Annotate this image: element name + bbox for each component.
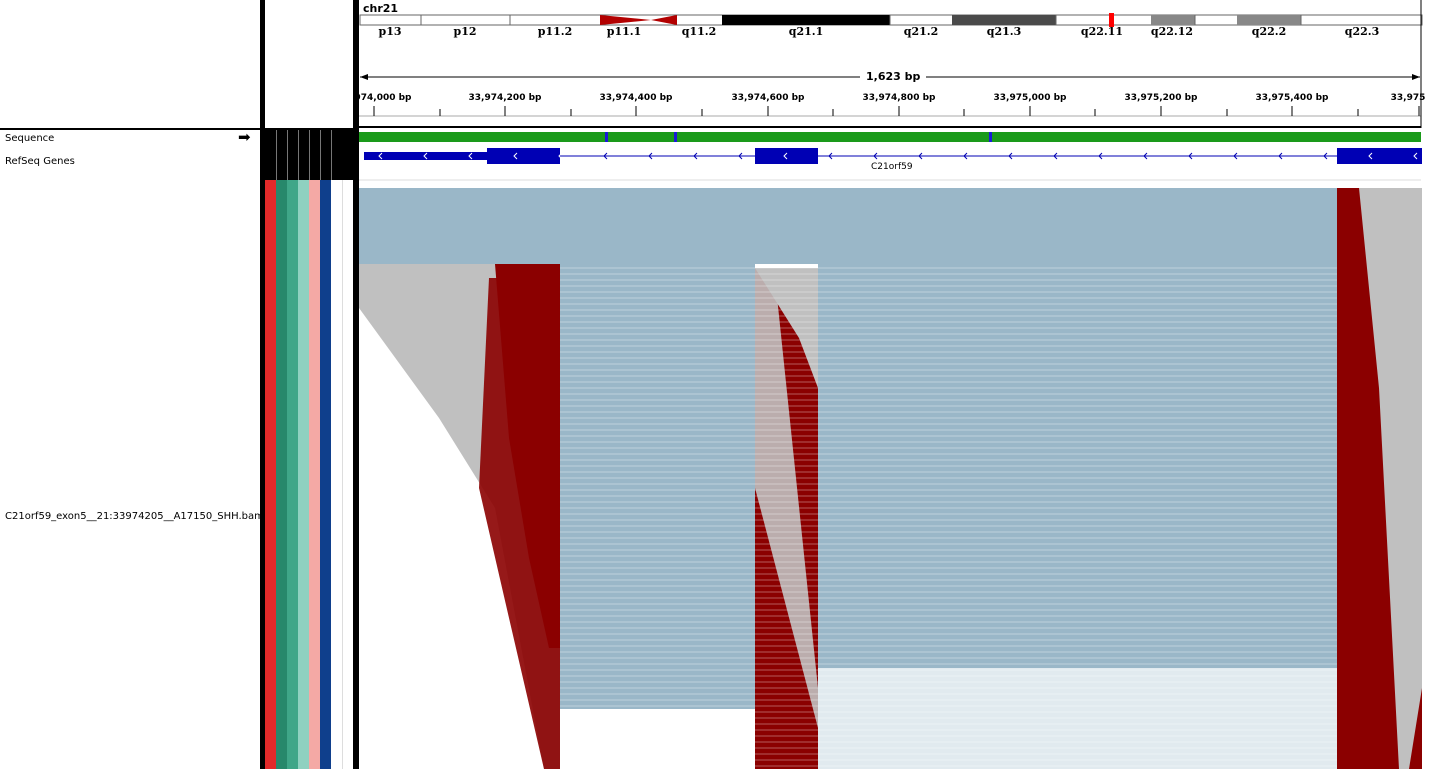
band-label: q22.2: [1251, 25, 1287, 38]
gene-exon-block[interactable]: [1337, 148, 1422, 164]
chromosome-ideogram[interactable]: [359, 13, 1423, 27]
chromosome-name[interactable]: chr21: [363, 2, 399, 15]
attribute-cell[interactable]: [298, 180, 309, 769]
gene-utr-block[interactable]: [364, 152, 488, 160]
track-name-refseq[interactable]: RefSeq Genes: [5, 156, 75, 167]
current-region-marker: [1109, 13, 1114, 27]
refseq-gene-track[interactable]: [359, 148, 1422, 181]
track-name-bam[interactable]: C21orf59_exon5__21:33974205__A17150_SHH.…: [5, 511, 264, 522]
attribute-cell[interactable]: [320, 180, 331, 769]
attribute-cell[interactable]: [265, 180, 276, 769]
sequence-track[interactable]: [359, 132, 1421, 142]
panel-divider[interactable]: [353, 0, 359, 769]
band-label: p12: [453, 25, 477, 38]
strand-arrow-icon[interactable]: ➡: [238, 128, 251, 146]
attribute-panel: [265, 0, 353, 769]
ruler-tick-label: 33,974,200 bp: [468, 93, 542, 103]
band-label: q22.3: [1344, 25, 1380, 38]
band-label: q22.11: [1080, 25, 1124, 38]
gene-exon-block[interactable]: [487, 148, 560, 164]
header-divider: [0, 128, 260, 130]
band-label: q11.2: [681, 25, 717, 38]
read-pile[interactable]: [359, 188, 1337, 264]
ruler-tick-label: 33,975,200 bp: [1124, 93, 1198, 103]
track-names-panel: Sequence ➡ RefSeq Genes C21orf59_exon5__…: [0, 0, 264, 769]
attribute-header-block: [265, 130, 353, 180]
attribute-cell[interactable]: [309, 180, 320, 769]
ruler-tick-label: 33,974,800 bp: [862, 93, 936, 103]
softclip-block[interactable]: [479, 278, 560, 769]
band-label: q21.2: [903, 25, 939, 38]
attribute-cell[interactable]: [276, 180, 287, 769]
feature-tracks: [359, 132, 1422, 181]
band-label: p11.1: [606, 25, 642, 38]
header-graphics: [359, 0, 1423, 128]
strand-chevrons: [378, 152, 1418, 160]
ruler-tick-label: 33,975: [1390, 93, 1426, 103]
attribute-cell[interactable]: [287, 180, 298, 769]
track-name-sequence[interactable]: Sequence: [5, 133, 55, 144]
gene-exon-block[interactable]: [755, 148, 818, 164]
data-panel[interactable]: chr21 p13 p12 p11.2 p11.1 q11.2 q21.1 q2…: [359, 0, 1440, 769]
read-separators: [560, 267, 1337, 767]
panel-divider[interactable]: [260, 0, 265, 769]
gene-name-label[interactable]: C21orf59: [871, 162, 913, 172]
read-pile[interactable]: [1359, 188, 1422, 769]
band-label: q22.12: [1150, 25, 1194, 38]
read-pile[interactable]: [560, 264, 755, 709]
band-label: p11.2: [537, 25, 573, 38]
ruler-tick-label: 33,974,600 bp: [731, 93, 805, 103]
ruler-tick-label: 33,974,400 bp: [599, 93, 673, 103]
ruler[interactable]: [359, 106, 1421, 128]
ruler-tick-label: 33,975,000 bp: [993, 93, 1067, 103]
ruler-tick-label: 974,000 bp: [359, 93, 412, 103]
span-width-label: 1,623 bp: [860, 70, 927, 83]
ruler-tick-label: 33,975,400 bp: [1255, 93, 1329, 103]
attribute-cell[interactable]: [331, 180, 343, 769]
attribute-header-divider: [265, 128, 353, 130]
band-label: p13: [378, 25, 402, 38]
alignment-track[interactable]: [359, 188, 1440, 769]
band-label: q21.1: [788, 25, 824, 38]
band-label: q21.3: [986, 25, 1022, 38]
